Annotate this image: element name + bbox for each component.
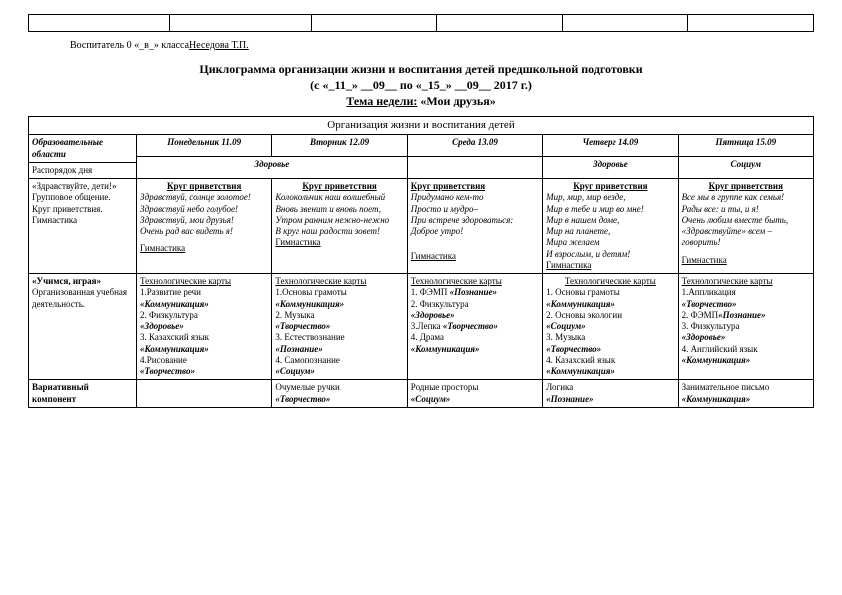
krug-wed: Круг приветствия: [411, 181, 485, 191]
wed-greet: Круг приветствия Придумано кем-то Просто…: [407, 179, 542, 274]
krug-thu: Круг приветствия: [573, 181, 647, 191]
day-fri: Пятница 15.09: [678, 135, 813, 157]
teacher-prefix: Воспитатель 0 «_в_» класса: [70, 40, 189, 51]
wed-tech: Технологические карты 1. ФЭМП «Познание»…: [407, 274, 542, 380]
mon-var: [137, 380, 272, 408]
title-block: Циклограмма организации жизни и воспитан…: [28, 61, 814, 110]
row1-label: «Здравствуйте, дети!» Групповое общение.…: [29, 179, 137, 274]
sub-soc: Социум: [678, 157, 813, 179]
sub-zdor-2: Здоровье: [543, 157, 678, 179]
gym-fri: Гимнастика: [682, 255, 810, 266]
row1-a: «Здравствуйте, дети!»: [32, 181, 117, 191]
title-line1: Циклограмма организации жизни и воспитан…: [28, 61, 814, 77]
gym-wed: Гимнастика: [411, 251, 539, 262]
row-tech: «Учимся, играя» Организованная учебная д…: [29, 274, 814, 380]
sub-zdor-1: Здоровье: [137, 157, 408, 179]
top-empty-row: [28, 14, 814, 32]
tue-poem: Колокольчик наш волшебный Вновь звенит и…: [275, 192, 403, 237]
gym-mon: Гимнастика: [140, 243, 268, 254]
mon-poem: Здравствуй, солнце золотое! Здравствуй н…: [140, 192, 268, 237]
title-line2: (с «_11_» __09__ по «_15_» __09__ 2017 г…: [28, 77, 814, 93]
fri-greet: Круг приветствия Все мы в группе как сем…: [678, 179, 813, 274]
fri-poem: Все мы в группе как семья! Рады все: и т…: [682, 192, 810, 248]
thu-poem: Мир, мир, мир везде, Мир в тебе и мир во…: [546, 192, 674, 260]
row3-label: Вариативный компонент: [29, 380, 137, 408]
theme-label: Тема недели:: [346, 94, 417, 108]
thu-var: Логика «Познание»: [543, 380, 678, 408]
tue-tech: Технологические карты 1.Основы грамоты «…: [272, 274, 407, 380]
fri-tech: Технологические карты 1.Аппликация «Твор…: [678, 274, 813, 380]
row1-c: Круг приветствия.: [32, 204, 103, 214]
row2-b: Организованная учебная деятельность.: [32, 287, 127, 308]
thu-tech: Технологические карты 1. Основы грамоты …: [543, 274, 678, 380]
wed-poem: Придумано кем-то Просто и мудро– При вст…: [411, 192, 539, 237]
sub-empty: [407, 157, 542, 179]
gym-tue: Гимнастика: [275, 237, 403, 248]
areas-cell: Образовательные области Распорядок дня: [29, 135, 137, 179]
org-header: Организация жизни и воспитания детей: [29, 116, 814, 135]
tue-greet: Круг приветствия Колокольчик наш волшебн…: [272, 179, 407, 274]
day-mon: Понедельник 11.09: [137, 135, 272, 157]
gym-thu: Гимнастика: [546, 260, 674, 271]
fri-var: Занимательное письмо «Коммуникация»: [678, 380, 813, 408]
day-tue: Вторник 12.09: [272, 135, 407, 157]
thu-greet: Круг приветствия Мир, мир, мир везде, Ми…: [543, 179, 678, 274]
row1-d: Гимнастика: [32, 215, 77, 225]
day-thu: Четверг 14.09: [543, 135, 678, 157]
row-greeting: «Здравствуйте, дети!» Групповое общение.…: [29, 179, 814, 274]
teacher-line: Воспитатель 0 «_в_» классаНеседова Т.П.: [70, 40, 814, 51]
tue-var: Очумелые ручки «Творчество»: [272, 380, 407, 408]
plan-table: Организация жизни и воспитания детей Обр…: [28, 116, 814, 408]
krug-tue: Круг приветствия: [302, 181, 376, 191]
theme-value: «Мои друзья»: [420, 94, 495, 108]
routine-label: Распорядок дня: [32, 163, 133, 176]
wed-var: Родные просторы «Социум»: [407, 380, 542, 408]
krug-mon: Круг приветствия: [167, 181, 241, 191]
mon-tech: Технологические карты 1.Развитие речи «К…: [137, 274, 272, 380]
row1-b: Групповое общение.: [32, 192, 111, 202]
day-wed: Среда 13.09: [407, 135, 542, 157]
areas-label: Образовательные области: [32, 137, 133, 160]
row-variative: Вариативный компонент Очумелые ручки «Тв…: [29, 380, 814, 408]
krug-fri: Круг приветствия: [709, 181, 783, 191]
teacher-name: Неседова Т.П.: [189, 40, 249, 51]
row2-label: «Учимся, играя» Организованная учебная д…: [29, 274, 137, 380]
row2-a: «Учимся, играя»: [32, 276, 101, 286]
mon-greet: Круг приветствия Здравствуй, солнце золо…: [137, 179, 272, 274]
